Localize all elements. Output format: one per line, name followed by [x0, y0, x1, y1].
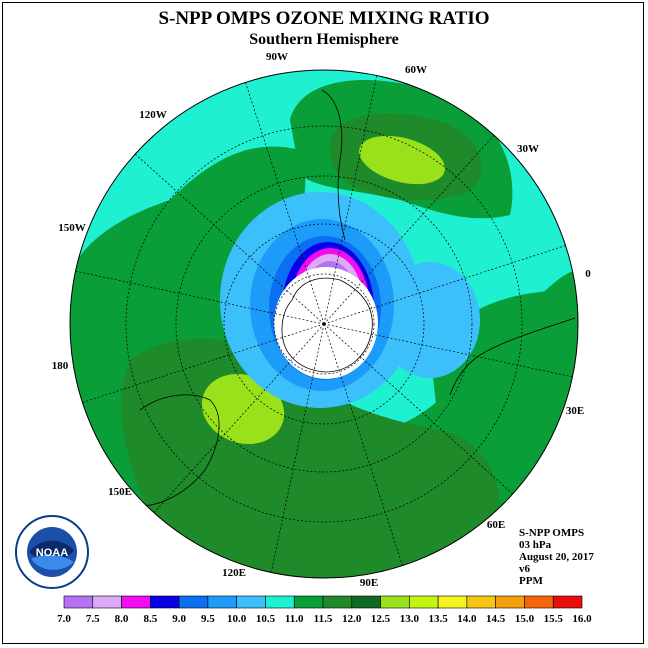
colorbar-label: 14.5 — [486, 613, 506, 625]
colorbar-swatch — [409, 595, 439, 609]
colorbar-label: 8.0 — [115, 613, 129, 625]
colorbar-swatch — [236, 595, 266, 609]
info-date: August 20, 2017 — [519, 551, 594, 563]
colorbar-label: 7.0 — [57, 613, 71, 625]
colorbar-swatch — [150, 595, 180, 609]
colorbar-label: 9.5 — [201, 613, 215, 625]
longitude-label-90w: 90W — [266, 51, 288, 63]
colorbar-swatch — [322, 595, 353, 609]
longitude-label-30e: 30E — [566, 405, 584, 417]
colorbar-swatch — [63, 595, 94, 609]
longitude-label-120e: 120E — [222, 567, 246, 579]
colorbar-label: 12.5 — [371, 613, 391, 625]
south-america-coastline — [321, 89, 346, 241]
longitude-label-0: 0 — [585, 268, 591, 280]
map-boundary — [69, 69, 579, 579]
longitude-label-180: 180 — [52, 360, 69, 372]
colorbar-swatch — [495, 595, 525, 609]
colorbar-label: 11.0 — [285, 613, 304, 625]
contour-12-max-sw — [201, 373, 285, 445]
colorbar-label: 16.0 — [572, 613, 592, 625]
colorbar-label: 7.5 — [86, 613, 100, 625]
colorbar-swatch — [121, 595, 151, 609]
colorbar-swatch — [380, 595, 410, 609]
colorbar-label: 14.0 — [457, 613, 477, 625]
colorbar-label: 13.5 — [428, 613, 448, 625]
noaa-logo: NOAA — [15, 515, 89, 589]
colorbar-label: 10.0 — [227, 613, 247, 625]
colorbar: 7.0 7.5 8.0 8.5 9.0 9.5 10.0 10.5 11.0 11.5 12.0 12… — [57, 595, 592, 625]
map-subtitle: Southern Hemisphere — [249, 31, 399, 48]
longitude-label-150w: 150W — [58, 222, 86, 234]
noaa-logo-text: NOAA — [36, 547, 68, 559]
info-level: 03 hPa — [519, 539, 552, 551]
colorbar-swatch — [207, 595, 237, 609]
australia-coastline — [129, 394, 220, 507]
longitude-labels: 90W 60W 30W 0 30E 60E 90E 120E 150E 180 150W 120W — [52, 51, 592, 589]
colorbar-swatch — [466, 595, 496, 609]
info-instrument: S-NPP OMPS — [519, 527, 585, 539]
colorbar-swatch — [552, 595, 583, 609]
colorbar-swatch — [293, 595, 324, 609]
colorbar-swatch — [92, 595, 122, 609]
africa-coastline — [449, 317, 576, 396]
colorbar-swatch — [351, 595, 381, 609]
colorbar-label: 8.5 — [143, 613, 157, 625]
colorbar-swatch — [524, 595, 554, 609]
contour-105-arm-east — [380, 262, 480, 378]
colorbar-swatch — [265, 595, 295, 609]
ozone-field — [70, 70, 578, 578]
longitude-label-90e: 90E — [360, 577, 378, 589]
info-version: v6 — [519, 563, 530, 575]
info-units: PPM — [519, 575, 543, 587]
colorbar-label: 15.5 — [544, 613, 564, 625]
latitude-circles — [125, 125, 523, 523]
colorbar-swatch — [178, 595, 209, 609]
colorbar-label: 9.0 — [172, 613, 186, 625]
contour-12-max-n — [359, 135, 445, 185]
product-info: S-NPP OMPS 03 hPa August 20, 2017 v6 PPM — [519, 527, 594, 587]
colorbar-swatch — [437, 595, 468, 609]
antarctica-coastline — [281, 277, 373, 373]
polar-night-no-data — [274, 267, 378, 379]
colorbar-label: 15.0 — [515, 613, 535, 625]
longitude-label-60e: 60E — [487, 519, 505, 531]
longitude-label-30w: 30W — [517, 143, 539, 155]
colorbar-label: 12.0 — [342, 613, 362, 625]
longitude-label-60w: 60W — [405, 64, 427, 76]
longitude-label-150e: 150E — [108, 486, 132, 498]
colorbar-label: 11.5 — [314, 613, 333, 625]
longitude-label-120w: 120W — [139, 109, 167, 121]
colorbar-label: 10.5 — [256, 613, 276, 625]
colorbar-label: 13.0 — [400, 613, 420, 625]
map-title: S-NPP OMPS OZONE MIXING RATIO — [158, 8, 490, 29]
